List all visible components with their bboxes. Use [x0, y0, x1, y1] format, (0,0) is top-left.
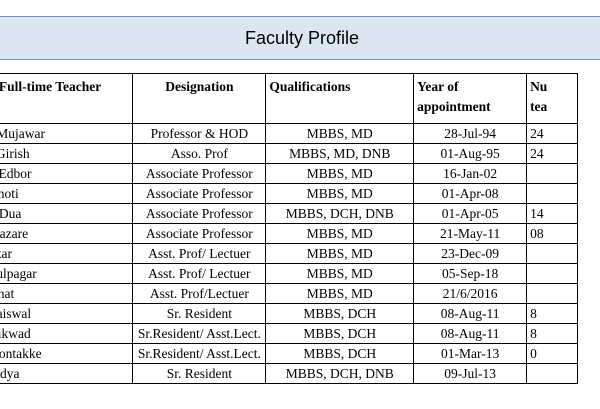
year-of-appointment-cell: 28-Jul-94 — [413, 123, 528, 144]
teacher-name-cell: Vaidya — [0, 363, 134, 384]
table-header-row: he Full-time Teacher Designation Qualifi… — [0, 73, 578, 124]
header-name: he Full-time Teacher — [0, 73, 134, 124]
table-row: a SontakkeSr.Resident/ Asst.Lect.MBBS, D… — [0, 343, 578, 364]
designation-cell: Associate Professor — [132, 163, 267, 184]
year-of-appointment-cell: 23-Dec-09 — [413, 243, 528, 264]
number-cell — [526, 283, 578, 304]
designation-cell: Sr.Resident/ Asst.Lect. — [132, 343, 267, 364]
number-cell: 8 — [526, 323, 578, 344]
header-number: Nu tea — [526, 73, 578, 124]
number-cell — [526, 363, 578, 384]
year-of-appointment-cell: 01-Apr-05 — [413, 203, 528, 224]
qualifications-cell: MBBS, MD — [265, 183, 415, 204]
year-of-appointment-cell: 08-Aug-11 — [413, 323, 528, 344]
teacher-name-cell: Nanoti — [0, 183, 134, 204]
designation-cell: Asso. Prof — [132, 143, 267, 164]
header-year-of-appointment: Year of appointment — [413, 73, 528, 124]
designation-cell: Sr. Resident — [132, 303, 267, 324]
year-of-appointment-cell: 01-Aug-95 — [413, 143, 528, 164]
qualifications-cell: MBBS, DCH, DNB — [265, 203, 415, 224]
designation-cell: Asst. Prof/ Lectuer — [132, 263, 267, 284]
designation-cell: Associate Professor — [132, 183, 267, 204]
qualifications-cell: MBBS, MD — [265, 223, 415, 244]
title-banner: Faculty Profile — [0, 16, 600, 60]
year-of-appointment-cell: 21/6/2016 — [413, 283, 528, 304]
number-cell: 24 — [526, 123, 578, 144]
year-of-appointment-cell: 05-Sep-18 — [413, 263, 528, 284]
qualifications-cell: MBBS, DCH, DNB — [265, 363, 415, 384]
designation-cell: Asst. Prof/Lectuer — [132, 283, 267, 304]
teacher-name-cell: p Pazare — [0, 223, 134, 244]
faculty-table-region: he Full-time Teacher Designation Qualifi… — [0, 73, 600, 409]
number-cell — [526, 183, 578, 204]
qualifications-cell: MBBS, MD — [265, 263, 415, 284]
designation-cell: Sr.Resident/ Asst.Lect. — [132, 323, 267, 344]
year-of-appointment-cell: 09-Jul-13 — [413, 363, 528, 384]
designation-cell: Associate Professor — [132, 203, 267, 224]
teacher-name-cell: Phulpagar — [0, 263, 134, 284]
number-cell: 14 — [526, 203, 578, 224]
qualifications-cell: MBBS, MD — [265, 163, 415, 184]
table-row: GaikwadSr.Resident/ Asst.Lect.MBBS, DCH0… — [0, 323, 578, 344]
teacher-name-cell: ni Girish — [0, 143, 134, 164]
year-of-appointment-cell: 08-Aug-11 — [413, 303, 528, 324]
teacher-name-cell: Dahat — [0, 283, 134, 304]
designation-cell: Asst. Prof/ Lectuer — [132, 243, 267, 264]
year-of-appointment-cell: 16-Jan-02 — [413, 163, 528, 184]
qualifications-cell: MBBS, MD, DNB — [265, 143, 415, 164]
teacher-name-cell: a Sontakke — [0, 343, 134, 364]
number-cell — [526, 163, 578, 184]
number-cell: 24 — [526, 143, 578, 164]
teacher-name-cell: hu Dua — [0, 203, 134, 224]
teacher-name-cell: A. Edbor — [0, 163, 134, 184]
year-of-appointment-cell: 21-May-11 — [413, 223, 528, 244]
header-qualifications: Qualifications — [265, 73, 415, 124]
teacher-name-cell: Gaikwad — [0, 323, 134, 344]
year-of-appointment-cell: 01-Apr-08 — [413, 183, 528, 204]
number-cell — [526, 243, 578, 264]
header-year-text: Year of appointment — [417, 79, 491, 114]
number-cell: 0 — [526, 343, 578, 364]
qualifications-cell: MBBS, DCH — [265, 323, 415, 344]
number-cell: 8 — [526, 303, 578, 324]
qualifications-cell: MBBS, DCH — [265, 303, 415, 324]
page-title: Faculty Profile — [244, 27, 360, 48]
qualifications-cell: MBBS, DCH — [265, 343, 415, 364]
teacher-name-cell: a Jaiswal — [0, 303, 134, 324]
number-cell — [526, 263, 578, 284]
qualifications-cell: MBBS, MD — [265, 123, 415, 144]
teacher-name-cell: .S.Mujawar — [0, 123, 134, 144]
designation-cell: Sr. Resident — [132, 363, 267, 384]
designation-cell: Professor & HOD — [132, 123, 267, 144]
header-designation: Designation — [132, 73, 267, 124]
designation-cell: Associate Professor — [132, 223, 267, 244]
teacher-name-cell: nekar — [0, 243, 134, 264]
faculty-table: he Full-time Teacher Designation Qualifi… — [0, 73, 578, 384]
year-of-appointment-cell: 01-Mar-13 — [413, 343, 528, 364]
qualifications-cell: MBBS, MD — [265, 243, 415, 264]
number-cell: 08 — [526, 223, 578, 244]
qualifications-cell: MBBS, MD — [265, 283, 415, 304]
